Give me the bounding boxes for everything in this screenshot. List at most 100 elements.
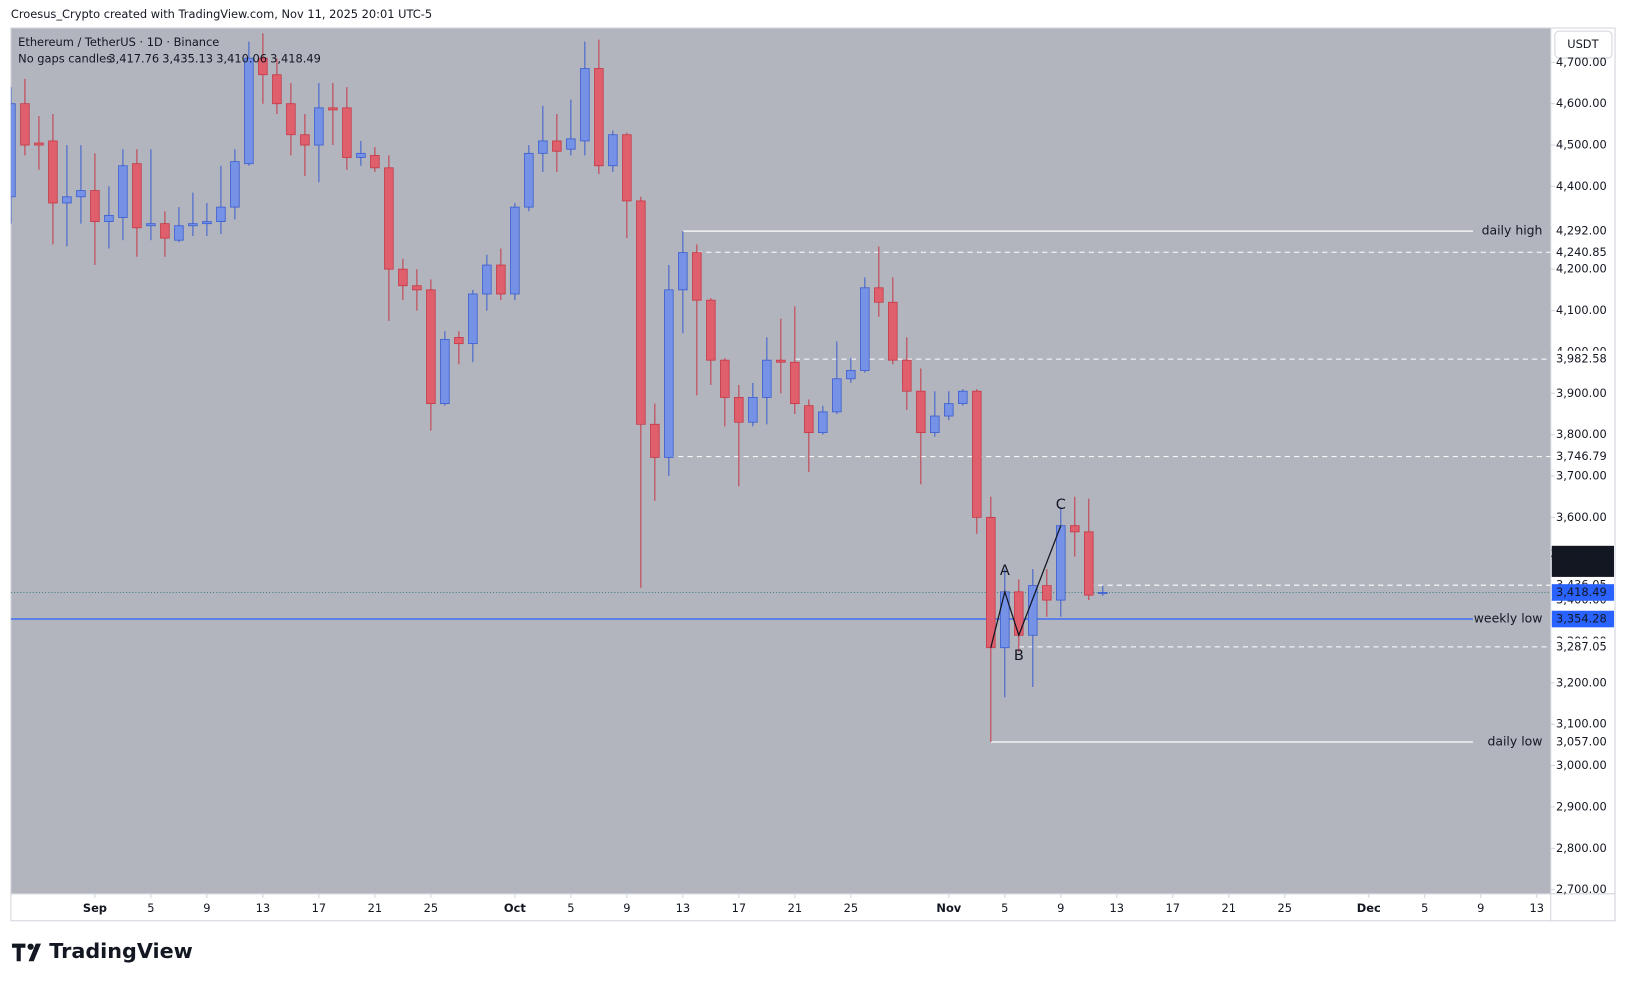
y-tick-label: 4,700.00: [1556, 55, 1607, 69]
candle-body: [286, 103, 296, 136]
candle-body: [440, 339, 450, 405]
candle-body: [986, 516, 996, 649]
plot-area: [10, 27, 1551, 894]
x-tick-label: 5: [147, 901, 154, 915]
level-price-text: 3,287.05: [1556, 639, 1607, 653]
candle-body: [1042, 585, 1052, 601]
level-price-box: [1551, 243, 1615, 261]
frame: [10, 27, 1616, 922]
brand-icon: [11, 943, 41, 962]
candle-body: [1028, 585, 1038, 636]
level-price-box: [1551, 222, 1615, 240]
y-tick-label: 2,800.00: [1556, 841, 1607, 855]
candle-body: [720, 359, 730, 398]
candle-body: [902, 359, 912, 392]
candle-body: [748, 396, 758, 423]
candle-body: [370, 154, 380, 169]
candle-body: [860, 287, 870, 371]
candle-body: [496, 264, 506, 295]
y-tick-label: 3,100.00: [1556, 717, 1607, 731]
currency-label[interactable]: USDT: [1567, 37, 1598, 51]
brand-logo: [11, 943, 41, 962]
overlay: Ethereum / TetherUS · 1D · Binance No ga…: [11, 30, 1615, 963]
ohlc-value: 3,435.13: [162, 52, 213, 66]
candle-body: [48, 140, 58, 204]
last-price-box: [1551, 545, 1615, 577]
candle-body: [328, 107, 338, 111]
countdown-text: 22:58:57: [1556, 561, 1607, 575]
candle-body: [1070, 525, 1080, 533]
level-price-box: [1551, 638, 1615, 656]
wave-label: B: [1014, 648, 1024, 664]
y-tick-label: 4,100.00: [1556, 303, 1607, 317]
x-tick-label: 5: [1001, 901, 1008, 915]
level-price-text: 3,746.79: [1556, 449, 1607, 463]
candle-body: [356, 152, 366, 158]
x-tick-label: Nov: [936, 901, 961, 915]
level-price-box: [1551, 350, 1615, 368]
x-tick-label: 21: [788, 901, 802, 915]
level-price-text: 3,057.00: [1556, 735, 1607, 749]
x-tick-label: Dec: [1357, 901, 1381, 915]
candle-body: [118, 165, 128, 218]
level-price-box: [1551, 610, 1615, 628]
header: Croesus_Crypto created with TradingView.…: [11, 7, 432, 21]
candle-body: [188, 223, 198, 227]
candle-body: [174, 225, 184, 241]
candle-body: [916, 390, 926, 433]
candle-body: [972, 390, 982, 518]
x-tick-label: 13: [256, 901, 271, 915]
level-price-box: [1551, 448, 1615, 465]
candle-body: [202, 221, 212, 225]
candle-body: [132, 163, 142, 229]
ohlc-value: 3,418.49: [270, 52, 321, 66]
y-tick-label: 4,600.00: [1556, 96, 1607, 110]
wave-label: C: [1056, 497, 1066, 513]
y-tick-label: 2,700.00: [1556, 882, 1607, 896]
candle-body: [216, 206, 226, 223]
candle-body: [930, 415, 940, 433]
candle-body: [412, 285, 422, 291]
x-tick-label: 17: [732, 901, 747, 915]
x-tick-label: 9: [623, 901, 630, 915]
candle-body: [104, 214, 114, 223]
candle-body: [734, 396, 744, 423]
level-price-text: 4,292.00: [1556, 224, 1607, 238]
candle-body: [566, 138, 576, 150]
candle-body: [384, 167, 394, 270]
candle-body: [678, 252, 688, 291]
x-tick-label: 9: [203, 901, 210, 915]
candle-body: [832, 378, 842, 413]
candle-body: [692, 252, 702, 301]
y-tick-label: 3,800.00: [1556, 427, 1607, 441]
candle-body: [230, 161, 240, 208]
candle-body: [818, 411, 828, 433]
candle-body: [804, 405, 814, 433]
y-tick-label: 4,500.00: [1556, 138, 1607, 152]
x-tick-label: 21: [1222, 901, 1237, 915]
x-tick-label: 13: [1110, 901, 1125, 915]
x-tick-label: 17: [312, 901, 327, 915]
y-tick-label: 3,200.00: [1556, 675, 1607, 689]
ohlc-value: 3,410.06: [216, 52, 267, 66]
currency-button[interactable]: [1554, 30, 1613, 59]
candle-body: [762, 359, 772, 398]
x-tick-label: 13: [676, 901, 691, 915]
candle-body: [510, 206, 520, 295]
candle-body: [272, 74, 282, 105]
level-price-text: 3,982.58: [1556, 352, 1607, 366]
x-tick-label: 25: [424, 901, 439, 915]
candle-body: [454, 337, 464, 345]
ohlc-value: 3,417.76: [108, 52, 159, 66]
brand-name: TradingView: [49, 939, 193, 963]
candle-body: [426, 289, 436, 405]
candle-body: [62, 196, 72, 204]
candle-body: [146, 223, 156, 227]
candle-body: [524, 152, 534, 208]
candle-body: [1098, 592, 1108, 594]
x-tick-label: 5: [567, 901, 574, 915]
candle-body: [944, 403, 954, 417]
candle-body: [664, 289, 674, 458]
candle-body: [552, 140, 562, 152]
y-tick-label: 3,000.00: [1556, 758, 1607, 772]
